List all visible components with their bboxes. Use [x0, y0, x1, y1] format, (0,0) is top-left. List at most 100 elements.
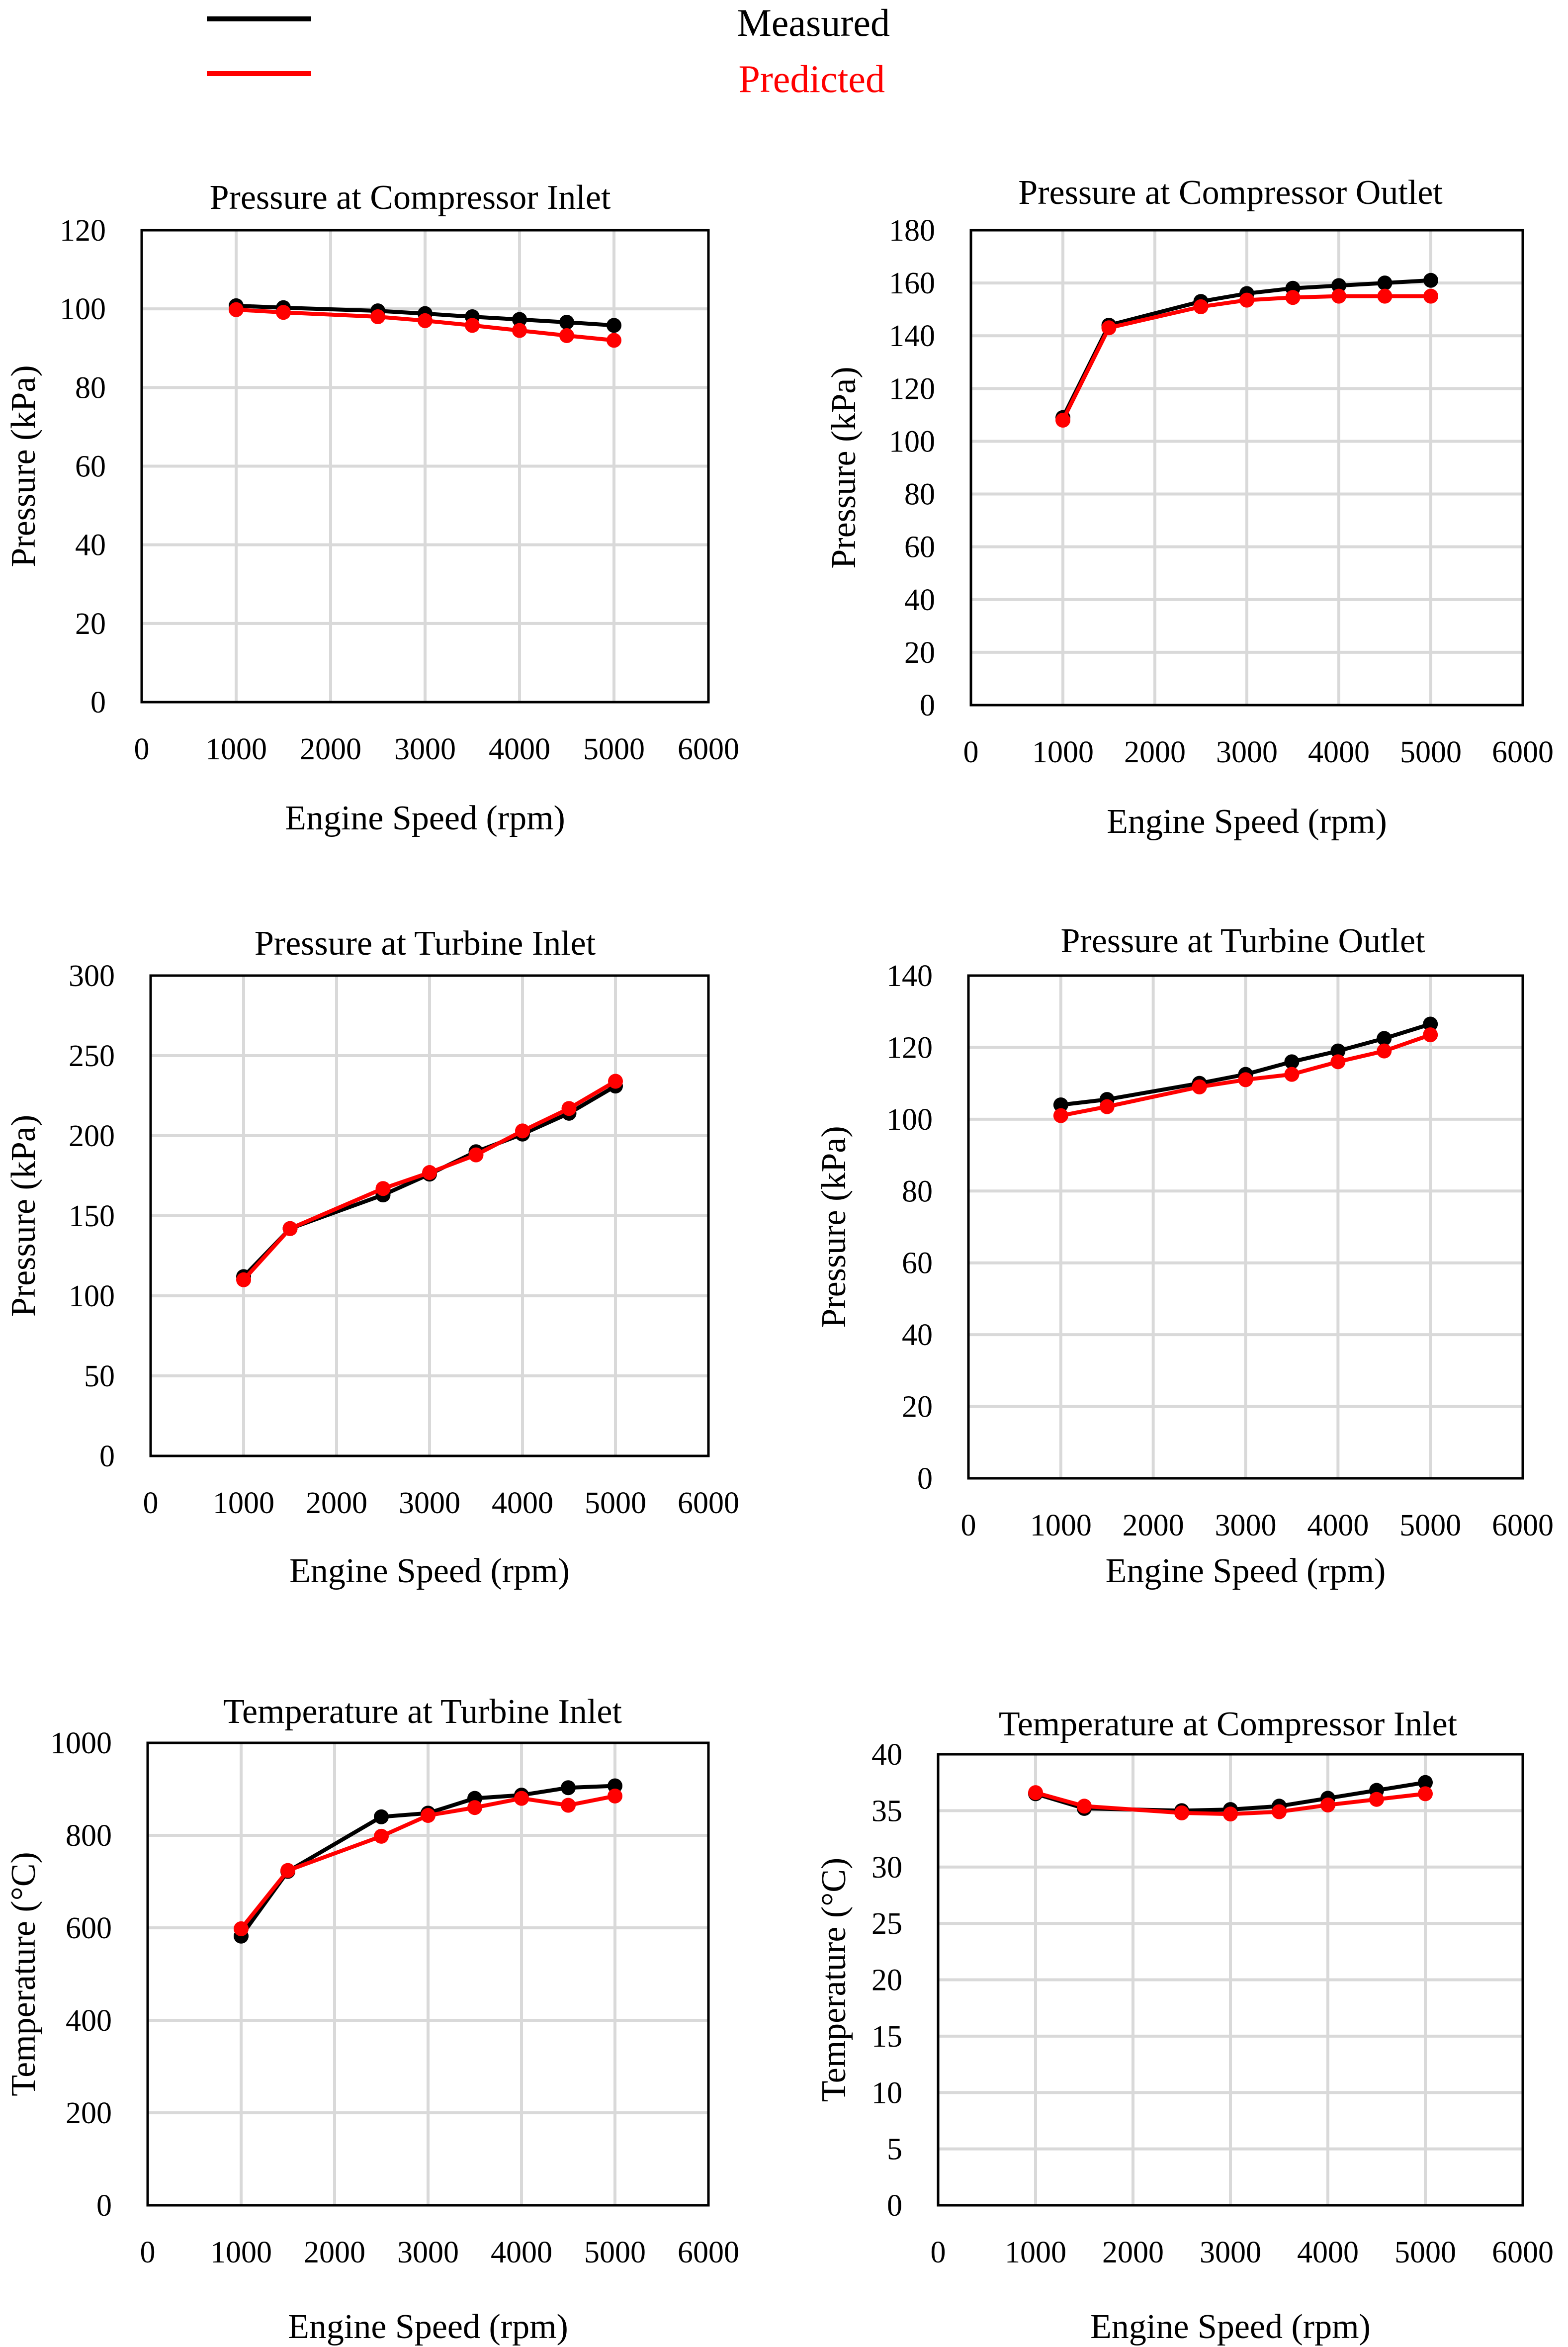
data-point-predicted [1285, 290, 1301, 305]
data-point-predicted [465, 318, 480, 333]
series-line-predicted [1060, 1033, 1431, 1118]
y-tick-label: 80 [75, 371, 106, 405]
x-tick-label: 5000 [1399, 1509, 1461, 1542]
series-line-predicted [1035, 1791, 1426, 1816]
plot-frame [969, 229, 1524, 707]
data-point-measured [559, 315, 574, 330]
charts: 0 1000 2000 3000 4000 5000 6000020406080100120… [4, 174, 1554, 2346]
chart-title: Pressure at Turbine Outlet [1060, 922, 1425, 960]
x-tick-label: 3000 [399, 1486, 460, 1520]
data-point-predicted [1028, 1785, 1043, 1801]
series-line-predicted [1061, 294, 1431, 421]
x-axis-label: Engine Speed (rpm) [1090, 2308, 1371, 2346]
y-tick-label: 400 [66, 2004, 112, 2038]
chart-title: Temperature at Turbine Inlet [223, 1693, 622, 1731]
legend: Measured Predicted [207, 1, 890, 100]
x-tick-label: 4000 [489, 732, 550, 766]
data-point-measured [1331, 278, 1346, 293]
x-tick-label: 4000 [1297, 2236, 1359, 2269]
x-tick-label: 1000 [205, 732, 267, 766]
data-point-predicted [1099, 1099, 1115, 1114]
x-tick-label: 5000 [584, 2236, 646, 2269]
data-point-predicted [276, 305, 291, 320]
x-tick-label: 1000 [1030, 1509, 1092, 1542]
data-point-predicted [514, 1791, 529, 1806]
data-point-predicted [1320, 1798, 1335, 1813]
data-point-predicted [608, 1074, 623, 1089]
data-point-predicted [1331, 288, 1346, 304]
data-point-predicted [282, 1221, 298, 1236]
y-tick-label: 160 [889, 267, 935, 300]
plot-frame [937, 1753, 1524, 2207]
x-tick-label: 0 [140, 2236, 156, 2269]
x-tick-label: 5000 [583, 732, 645, 766]
x-tick-label: 0 [134, 732, 150, 766]
data-point-predicted [1423, 288, 1438, 304]
x-tick-label: 1000 [210, 2236, 272, 2269]
data-point-predicted [234, 1921, 249, 1936]
series-line-predicted [236, 307, 614, 343]
data-point-predicted [1423, 1027, 1438, 1043]
y-tick-label: 20 [75, 607, 106, 641]
data-point-predicted [229, 302, 244, 317]
series-line-measured [236, 303, 614, 328]
y-tick-label: 300 [69, 959, 115, 993]
data-point-predicted [418, 313, 433, 328]
y-tick-label: 100 [886, 1103, 933, 1137]
data-point-predicted [607, 333, 621, 348]
x-tick-label: 5000 [1394, 2236, 1456, 2269]
x-tick-label: 6000 [1492, 2236, 1554, 2269]
x-axis-label: Engine Speed (rpm) [285, 799, 565, 837]
x-tick-label: 0 [961, 1509, 976, 1542]
data-point-predicted [370, 309, 385, 324]
x-tick-label: 5000 [1400, 735, 1462, 769]
x-tick-label: 5000 [585, 1486, 646, 1520]
y-tick-label: 35 [871, 1794, 902, 1828]
y-tick-label: 0 [90, 686, 106, 720]
x-tick-label: 1000 [1005, 2236, 1066, 2269]
data-point-predicted [1077, 1799, 1092, 1814]
y-tick-label: 250 [69, 1039, 115, 1073]
y-tick-label: 120 [889, 372, 935, 406]
chart-temperature-at-compressor-inlet: 0 1000 2000 3000 4000 5000 6000 0 5 10 15 20 25 30 35 4… [815, 1705, 1554, 2346]
y-tick-label: 5 [887, 2133, 902, 2166]
series-line-measured [239, 1784, 615, 1938]
plot-frame [140, 229, 710, 704]
x-tick-label: 2000 [1124, 735, 1186, 769]
series-line-predicted [239, 1794, 615, 1930]
data-point-predicted [374, 1828, 389, 1844]
y-tick-label: 150 [69, 1199, 115, 1233]
y-tick-label: 25 [871, 1907, 902, 1941]
x-tick-label: 2000 [304, 2236, 365, 2269]
y-tick-label: 80 [904, 478, 935, 512]
data-point-predicted [421, 1808, 436, 1823]
data-point-predicted [559, 328, 574, 343]
y-tick-label: 120 [886, 1031, 933, 1065]
y-tick-label: 600 [66, 1911, 112, 1945]
data-point-predicted [1418, 1786, 1433, 1802]
y-tick-label: 120 [60, 214, 106, 248]
y-axis-label: Temperature (°C) [815, 1858, 853, 2102]
plot-frame [146, 1741, 710, 2207]
data-point-predicted [512, 323, 527, 338]
y-tick-label: 0 [920, 689, 935, 722]
chart-pressure-at-turbine-inlet: 0 1000 2000 3000 4000 5000 6000 0 50 100 150 200 250… [4, 924, 739, 1590]
x-tick-label: 3000 [1216, 735, 1278, 769]
x-tick-label: 6000 [1492, 1509, 1554, 1542]
x-tick-label: 6000 [678, 1486, 739, 1520]
data-point-measured [1053, 1097, 1068, 1112]
chart-temperature-at-turbine-inlet: 0 1000 2000 3000 4000 5000 6000 0 200 400 600 800 10… [4, 1693, 739, 2346]
y-tick-label: 10 [871, 2076, 902, 2110]
y-axis-label: Temperature (°C) [4, 1852, 43, 2096]
x-tick-label: 3000 [394, 732, 456, 766]
y-tick-label: 0 [96, 2189, 112, 2223]
y-tick-label: 60 [75, 450, 106, 484]
x-tick-label: 4000 [1307, 1509, 1369, 1542]
y-tick-label: 180 [889, 214, 935, 248]
x-tick-label: 6000 [678, 2236, 739, 2269]
y-tick-label: 30 [871, 1851, 902, 1885]
chart-title: Temperature at Compressor Inlet [999, 1705, 1458, 1743]
y-tick-label: 40 [871, 1738, 902, 1772]
y-tick-label: 800 [66, 1819, 112, 1853]
